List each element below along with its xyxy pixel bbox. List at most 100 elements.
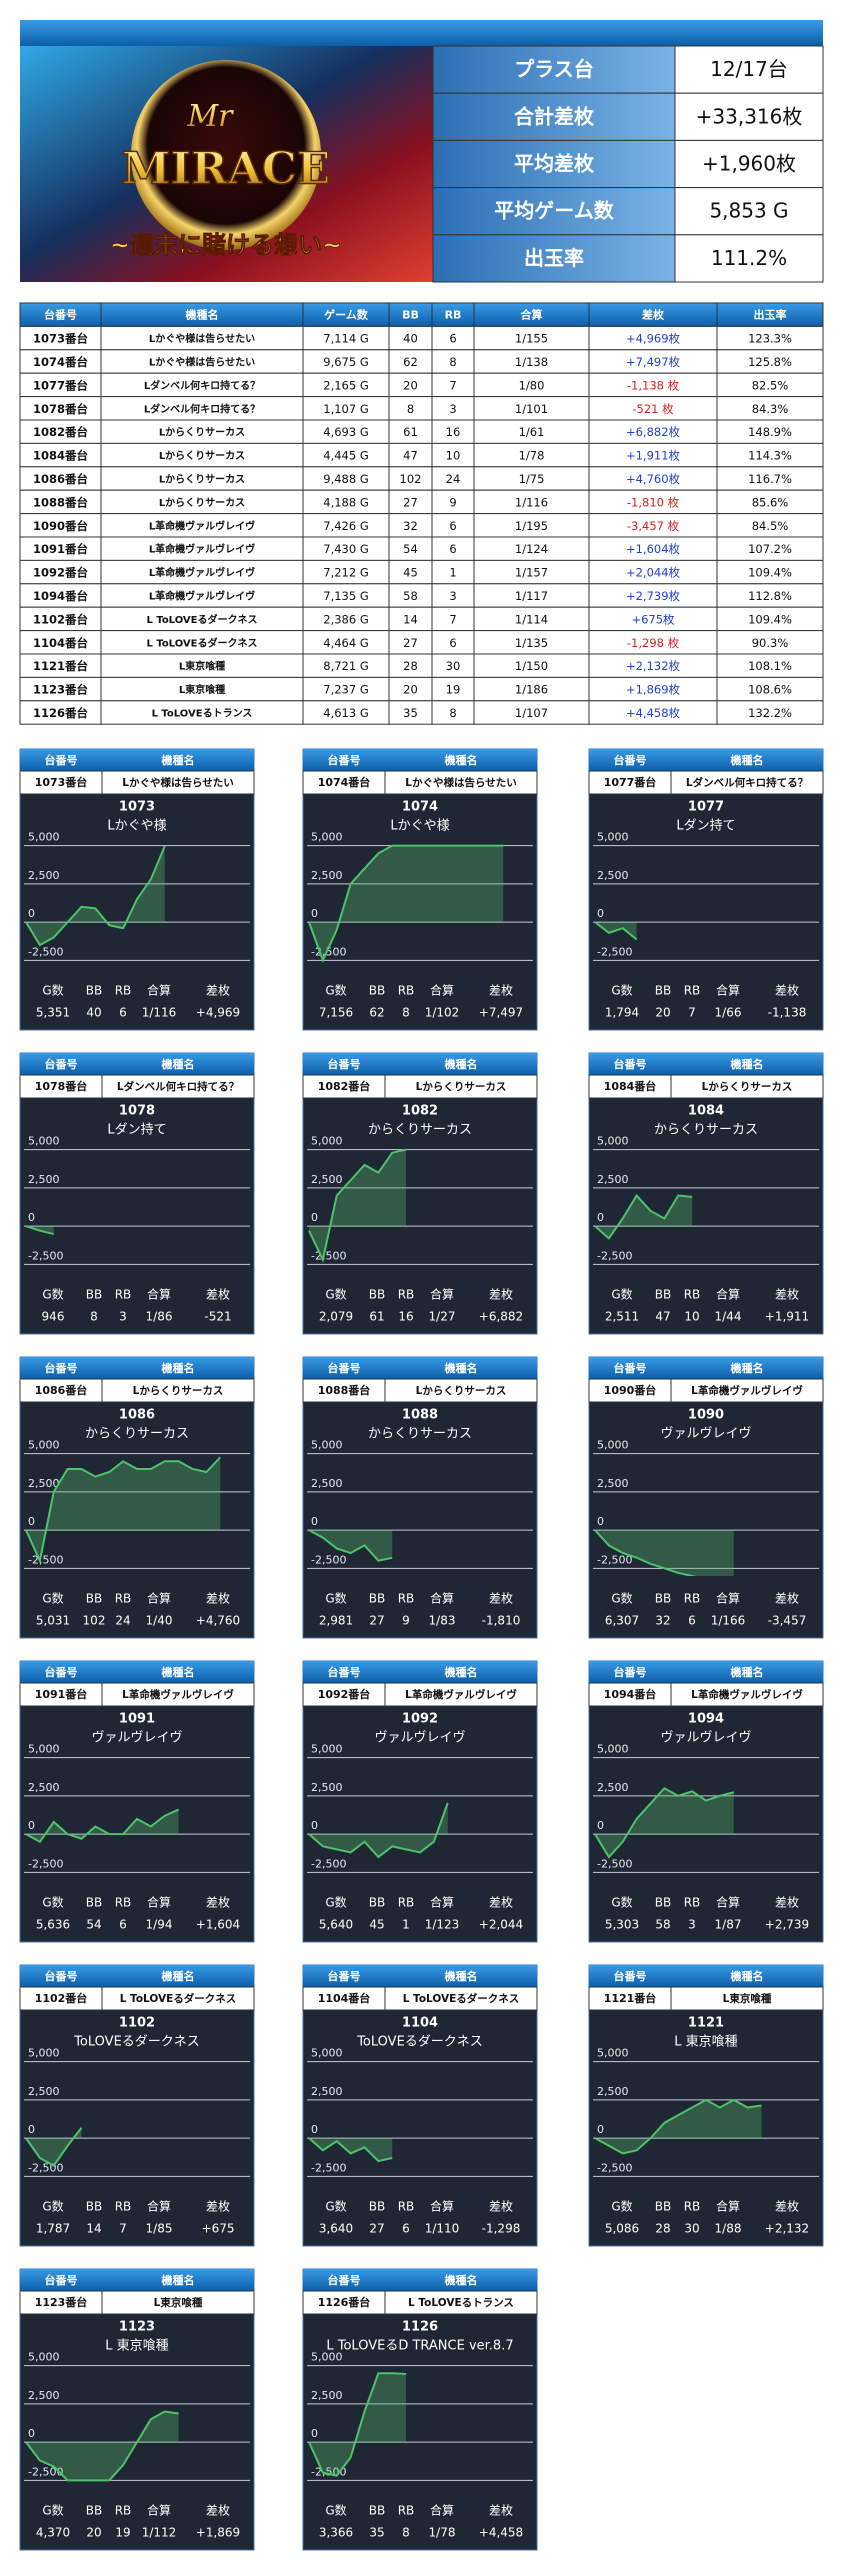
- table-text: 20: [403, 683, 418, 697]
- machine-card: 台番号 機種名 1091番台 L革命機ヴァルヴレイヴ 1091 ヴァルヴレイヴ 5,000 2…: [19, 1660, 255, 1943]
- card-id: 1084番台: [604, 1079, 657, 1093]
- y-tick-label: 5,000: [311, 1743, 343, 1756]
- y-tick-label: 5,000: [311, 831, 343, 844]
- table-text: 1082番台: [33, 425, 88, 439]
- machine-card: 台番号 機種名 1077番台 Lダンベル何キロ持てる？ 1077 Lダン持て 5,000 2,…: [588, 748, 824, 1031]
- table-text: 4,464 G: [323, 636, 369, 650]
- stat-value: 1/112: [142, 2526, 177, 2540]
- stat-label: 合算: [147, 1287, 171, 1302]
- table-text: 82.5%: [752, 378, 789, 392]
- stat-value: 20: [655, 1006, 670, 1020]
- stat-label: 差枚: [775, 1895, 799, 1910]
- stat-value: 1/116: [142, 1006, 177, 1020]
- card-machine: Lからくりサーカス: [416, 1385, 507, 1397]
- summary-label-cell: [432, 45, 676, 94]
- card-number: 1073: [119, 800, 155, 815]
- table-text: 54: [403, 542, 418, 556]
- stat-label: 合算: [430, 1591, 454, 1606]
- table-text: 109.4%: [748, 566, 792, 580]
- stat-value: 32: [655, 1614, 670, 1628]
- equity-area: [595, 2099, 762, 2154]
- equity-area: [26, 1809, 179, 1842]
- equity-line: [308, 1802, 449, 1859]
- y-tick-label: -2,500: [311, 1857, 346, 1870]
- table-text: 90.3%: [752, 636, 789, 650]
- card-header: 機種名: [162, 1665, 195, 1679]
- table-text: +7,497枚: [626, 355, 681, 369]
- stat-label: 合算: [430, 1287, 454, 1302]
- stat-label: 差枚: [775, 983, 799, 998]
- stat-value: 24: [115, 1614, 130, 1628]
- table-text: 1/114: [515, 612, 548, 626]
- table-text: 1073番台: [33, 332, 88, 346]
- table-text: 20: [403, 378, 418, 392]
- table-text: 1/107: [515, 706, 548, 720]
- equity-line: [25, 845, 166, 947]
- y-tick-label: -2,500: [28, 1249, 63, 1262]
- card-number: 1104: [402, 2016, 438, 2031]
- card-header: 機種名: [162, 753, 195, 767]
- card-header: 台番号: [45, 1057, 78, 1071]
- stat-value: 1/44: [715, 1310, 742, 1324]
- card-header: 機種名: [731, 753, 764, 767]
- stat-label: G数: [42, 2503, 63, 2518]
- stat-value: +675: [202, 2222, 235, 2236]
- stat-value: +7,497: [479, 1006, 523, 1020]
- stat-value: -3,457: [768, 1614, 807, 1628]
- summary-label: プラス台: [514, 57, 594, 81]
- table-text: Lダンベル何キロ持てる？: [144, 379, 260, 392]
- y-tick-label: -2,500: [28, 1553, 63, 1566]
- card-machine: Lからくりサーカス: [416, 1081, 507, 1093]
- stat-value: 10: [684, 1310, 699, 1324]
- table-text: 4,693 G: [323, 425, 369, 439]
- table-text: -521 枚: [632, 402, 674, 416]
- table-text: +4,458枚: [626, 706, 681, 720]
- y-tick-label: 2,500: [597, 1173, 629, 1186]
- table-text: 112.8%: [748, 589, 792, 603]
- stat-value: 1/86: [146, 1310, 173, 1324]
- card-number: 1094: [688, 1712, 724, 1727]
- stat-value: 19: [115, 2526, 130, 2540]
- card-id: 1102番台: [35, 1991, 88, 2005]
- y-tick-label: 2,500: [28, 2085, 60, 2098]
- stat-value: +6,882: [479, 1310, 523, 1324]
- card-id: 1090番台: [604, 1383, 657, 1397]
- stat-label: G数: [325, 2199, 346, 2214]
- stat-label: G数: [325, 1287, 346, 1302]
- table-text: 6: [449, 332, 456, 346]
- table-text: 1088番台: [33, 495, 88, 509]
- table-text: 1/117: [515, 589, 548, 603]
- table-text: 45: [403, 566, 418, 580]
- card-id: 1094番台: [604, 1687, 657, 1701]
- card-name: Lダン持て: [107, 1123, 166, 1138]
- stat-label: 差枚: [489, 1591, 513, 1606]
- table-text: 61: [403, 425, 418, 439]
- stat-value: 3: [119, 1310, 127, 1324]
- summary-label-cell: [432, 187, 676, 236]
- card-bg: [588, 1052, 824, 1335]
- table-text: 84.5%: [752, 519, 789, 533]
- table-text: 8: [407, 402, 414, 416]
- table-header: 出玉率: [754, 308, 787, 322]
- machine-card: 台番号 機種名 1121番台 L東京喰種 1121 L 東京喰種 5,000 2,500 0 -2…: [588, 1964, 824, 2247]
- stat-value: 7: [119, 2222, 127, 2236]
- table-text: 9,675 G: [323, 355, 369, 369]
- table-text: 1126番台: [33, 706, 88, 720]
- card-machine: L ToLOVEるダークネス: [403, 1992, 520, 2005]
- logo-small: Mr: [186, 99, 234, 134]
- table-text: L東京喰種: [179, 660, 225, 673]
- stat-value: 58: [655, 1918, 670, 1932]
- table-cell: [716, 700, 824, 725]
- stat-value: 946: [42, 1310, 65, 1324]
- y-tick-label: 0: [311, 2427, 318, 2440]
- card-header-bg: [589, 1965, 823, 1987]
- stat-label: BB: [655, 1896, 671, 1910]
- summary-value-cell: [674, 234, 824, 283]
- stat-label: BB: [86, 2504, 102, 2518]
- card-name: ToLOVEるダークネス: [73, 2035, 200, 2050]
- y-tick-label: 0: [597, 1211, 604, 1224]
- tagline: ~週末に賭ける想い~: [110, 231, 342, 259]
- y-tick-label: 5,000: [311, 1439, 343, 1452]
- stat-label: 合算: [147, 1591, 171, 1606]
- card-header: 機種名: [731, 1057, 764, 1071]
